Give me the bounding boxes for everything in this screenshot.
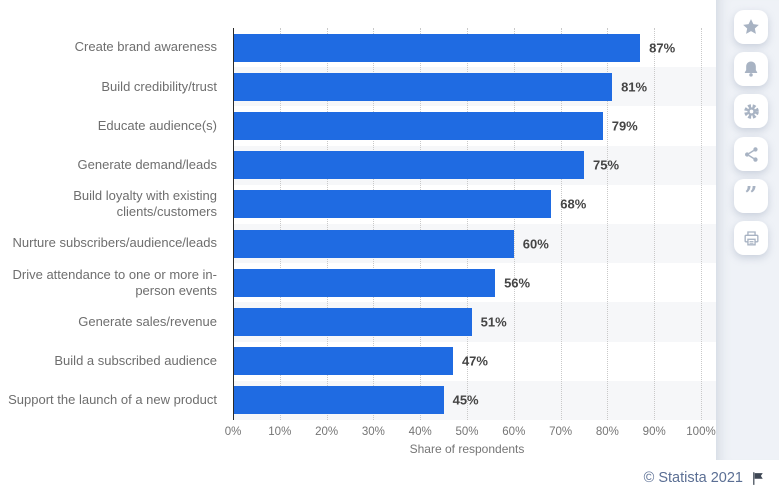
category-label: Generate demand/leads <box>77 157 217 173</box>
bar-row: Support the launch of a new product 45% <box>0 380 716 420</box>
plot-rows: Create brand awareness 87% Build credibili… <box>0 28 716 420</box>
y-axis-line <box>233 28 234 420</box>
bar[interactable] <box>233 151 584 180</box>
bar-row: Create brand awareness 87% <box>0 28 716 67</box>
category-label: Build credibility/trust <box>101 78 217 94</box>
settings-button[interactable] <box>734 94 768 128</box>
bar-row: Build loyalty with existing clients/cust… <box>0 185 716 224</box>
category-label: Create brand awareness <box>74 39 217 55</box>
x-tick-label: 10% <box>268 426 292 438</box>
favorite-button[interactable] <box>734 10 768 44</box>
bar-row: Generate demand/leads 75% <box>0 145 716 185</box>
value-label: 68% <box>560 196 587 212</box>
category-label: Build loyalty with existing clients/cust… <box>73 188 217 220</box>
category-label: Educate audience(s) <box>97 117 217 133</box>
share-button[interactable] <box>734 137 768 171</box>
bar[interactable] <box>233 190 552 219</box>
value-label: 60% <box>522 236 549 252</box>
share-icon <box>740 143 762 165</box>
category-label: Support the launch of a new product <box>8 392 217 408</box>
quote-icon: ” <box>740 185 762 207</box>
bar[interactable] <box>233 111 603 140</box>
x-tick-label: 40% <box>408 426 432 438</box>
print-icon <box>740 227 762 249</box>
x-axis-title: Share of respondents <box>409 442 525 456</box>
value-label: 56% <box>504 275 531 291</box>
bar-row: Educate audience(s) 79% <box>0 106 716 145</box>
x-axis-ticks: 0% 10% 20% 30% 40% 50% 60% 70% 80% 90% 100% <box>0 426 716 440</box>
bar[interactable] <box>233 347 453 376</box>
value-label: 81% <box>621 79 648 95</box>
x-tick-label: 30% <box>361 426 385 438</box>
value-label: 75% <box>593 157 620 173</box>
print-button[interactable] <box>734 221 768 255</box>
category-label: Generate sales/revenue <box>78 313 217 329</box>
x-tick-label: 100% <box>686 426 716 438</box>
action-sidebar: ” <box>716 0 779 460</box>
bar-row: Build a subscribed audience 47% <box>0 342 716 381</box>
bar[interactable] <box>233 268 496 297</box>
x-tick-label: 70% <box>549 426 573 438</box>
cite-button[interactable]: ” <box>734 179 768 213</box>
bar[interactable] <box>233 307 472 336</box>
category-label: Nurture subscribers/audience/leads <box>12 235 218 251</box>
x-tick-label: 0% <box>224 426 242 438</box>
value-label: 79% <box>611 118 638 134</box>
category-label: Drive attendance to one or more in-perso… <box>12 266 218 298</box>
footer-credit: © Statista 2021 <box>644 470 765 486</box>
bar[interactable] <box>233 33 641 62</box>
star-icon <box>740 16 762 38</box>
bar-row: Build credibility/trust 81% <box>0 67 716 107</box>
bell-icon <box>740 58 762 80</box>
bar[interactable] <box>233 72 613 101</box>
x-tick-label: 60% <box>502 426 526 438</box>
bar[interactable] <box>233 229 514 258</box>
x-tick-label: 50% <box>455 426 479 438</box>
svg-text:”: ” <box>745 185 758 207</box>
bar-row: Drive attendance to one or more in-perso… <box>0 263 716 302</box>
value-label: 87% <box>649 40 676 56</box>
value-label: 45% <box>452 392 479 408</box>
x-tick-label: 80% <box>595 426 619 438</box>
x-tick-label: 90% <box>642 426 666 438</box>
copyright-text: © Statista 2021 <box>643 470 743 486</box>
flag-icon[interactable] <box>750 471 765 486</box>
bar-row: Generate sales/revenue 51% <box>0 302 716 342</box>
bar[interactable] <box>233 386 444 415</box>
category-label: Build a subscribed audience <box>54 353 217 369</box>
chart-card: Create brand awareness 87% Build credibili… <box>0 28 716 456</box>
value-label: 47% <box>461 353 488 369</box>
gear-icon <box>740 100 762 122</box>
notifications-button[interactable] <box>734 52 768 86</box>
bar-row: Nurture subscribers/audience/leads 60% <box>0 224 716 264</box>
x-tick-label: 20% <box>315 426 339 438</box>
value-label: 51% <box>480 314 507 330</box>
